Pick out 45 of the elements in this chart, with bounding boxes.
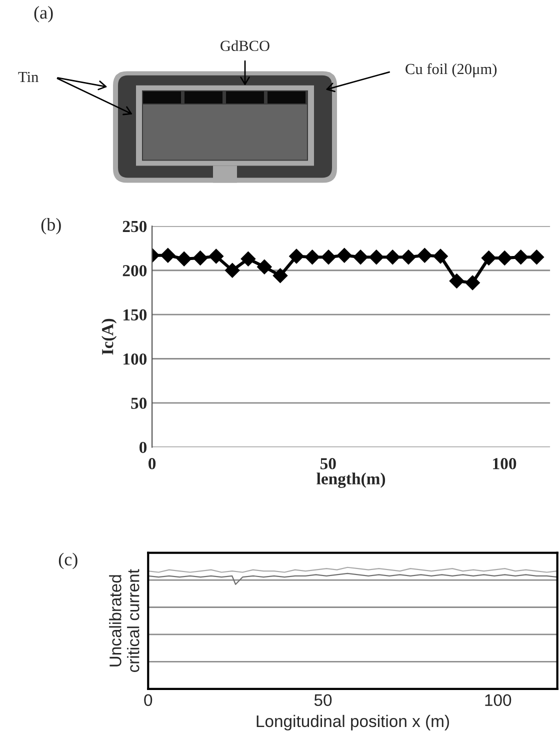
point (513, 250, 528, 265)
point (529, 250, 544, 265)
point (385, 250, 400, 265)
text: Tin (18, 72, 38, 82)
point (369, 250, 384, 265)
point (289, 248, 304, 264)
chart-title: (b) (41, 218, 61, 234)
point (208, 248, 224, 264)
y-tick-label: 200 (122, 265, 147, 276)
point (224, 262, 240, 278)
point (160, 248, 176, 263)
point (465, 275, 480, 290)
point (336, 248, 352, 263)
x-tick-label: 100 (493, 458, 516, 470)
text: Cu foil (20μm) (406, 63, 497, 78)
y-axis-title: Ic(A) (102, 318, 117, 355)
point (176, 251, 192, 266)
point (304, 250, 320, 265)
chart-title: (c) (58, 552, 78, 570)
x-axis-title: Longitudinal position x (m) (256, 714, 449, 730)
point (449, 274, 464, 288)
point (353, 250, 368, 265)
y-axis-title: Uncalibrated critical current (109, 569, 140, 672)
text: GdBCO (220, 40, 270, 52)
y-tick-label: 50 (131, 398, 147, 409)
point (240, 251, 256, 266)
y-tick-label: 100 (124, 353, 147, 365)
y-tick-label: 0 (139, 442, 147, 454)
x-tick-label: 50 (314, 694, 332, 706)
point (321, 250, 336, 265)
point (401, 250, 416, 265)
x-axis-title: length(m) (316, 472, 386, 488)
x-tick-label: 100 (485, 694, 512, 706)
x-tick-label: 50 (320, 458, 336, 470)
point (272, 268, 288, 284)
text: (a) (34, 6, 53, 22)
point (497, 250, 512, 266)
point (481, 250, 496, 266)
point (433, 248, 448, 264)
point (257, 259, 272, 274)
point (417, 248, 432, 263)
y-tick-label: 250 (122, 220, 147, 232)
y-tick-label: 150 (124, 309, 147, 321)
x-tick-label: 0 (148, 458, 156, 470)
point (192, 250, 208, 266)
